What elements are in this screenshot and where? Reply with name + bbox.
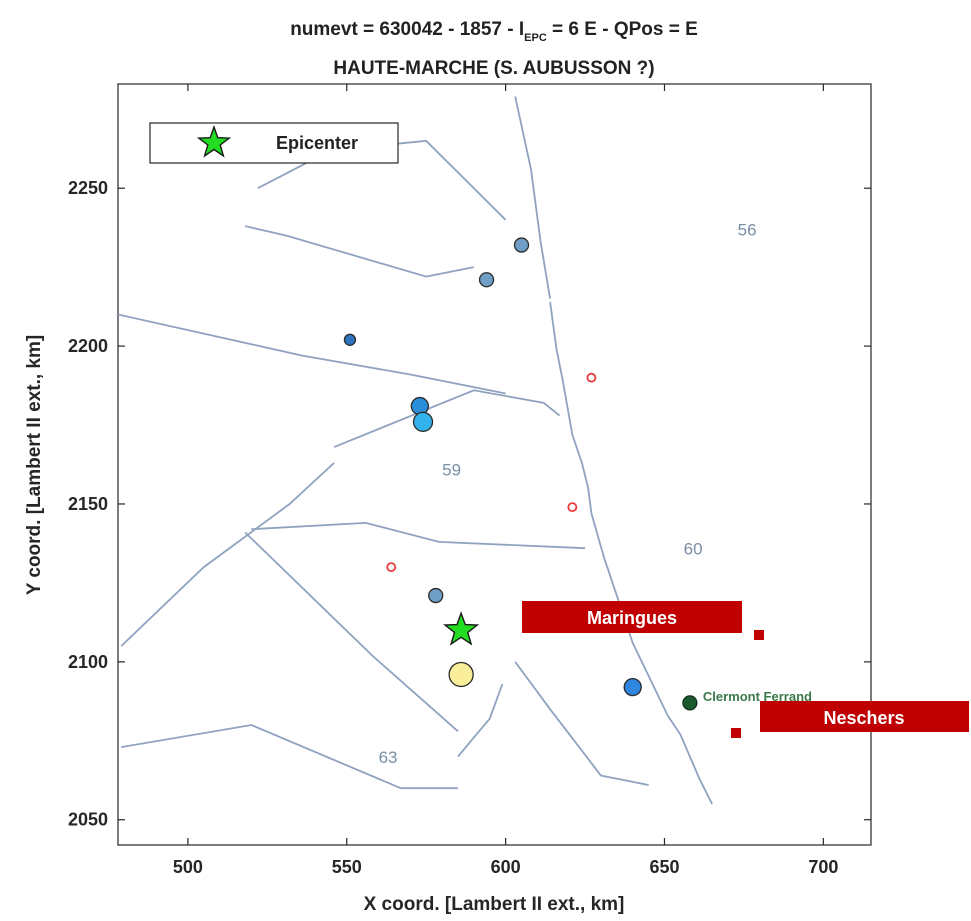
y-axis-label: Y coord. [Lambert II ext., km]: [24, 335, 45, 595]
chart-title: numevt = 630042 - 1857 - IEPC = 6 E - QP…: [290, 19, 698, 44]
boundary-line: [666, 714, 713, 805]
zone-labels: 56 59 60 63: [379, 221, 757, 767]
annotation-maringues: Maringues: [522, 601, 764, 640]
observation-markers: [343, 237, 642, 697]
x-tick-label: 550: [332, 857, 362, 877]
boundary-line: [549, 301, 574, 435]
x-tick-label: 600: [491, 857, 521, 877]
boundary-line: [571, 434, 593, 514]
unfelt-point: [567, 502, 578, 513]
boundary-line: [251, 521, 586, 550]
region-boundaries: [118, 96, 713, 805]
boundary-line: [457, 683, 504, 758]
epicenter-star-icon: [443, 611, 480, 646]
intensity-point: [623, 677, 642, 697]
city-point: [682, 695, 698, 711]
boundary-line: [244, 225, 474, 278]
chart-subtitle: HAUTE-MARCHE (S. AUBUSSON ?): [333, 58, 654, 79]
zone-label: 59: [442, 461, 461, 480]
intensity-point: [410, 396, 429, 416]
intensity-point: [428, 587, 444, 604]
y-tick-label: 2200: [68, 336, 108, 356]
intensity-point: [478, 272, 495, 288]
x-tick-label: 650: [649, 857, 679, 877]
zone-label: 60: [684, 539, 703, 558]
intensity-point: [448, 661, 474, 688]
x-tick-label: 500: [173, 857, 203, 877]
boundary-line: [121, 724, 458, 790]
y-axis-ticks: 2050 2100 2150 2200 2250: [68, 178, 871, 830]
neschers-point: [731, 728, 741, 738]
maringues-label: Maringues: [587, 608, 677, 628]
zone-label: 56: [738, 221, 757, 240]
zone-label: 63: [379, 748, 398, 767]
city-markers: Clermont Ferrand: [682, 689, 812, 711]
annotation-neschers: Neschers: [731, 701, 969, 738]
y-tick-label: 2100: [68, 652, 108, 672]
boundary-line: [118, 313, 506, 395]
maringues-box: [522, 601, 742, 633]
intensity-point: [513, 237, 530, 253]
neschers-label: Neschers: [823, 708, 904, 728]
epicenter-legend-star-icon: [196, 124, 232, 158]
x-tick-label: 700: [808, 857, 838, 877]
x-axis-label: X coord. [Lambert II ext., km]: [364, 894, 625, 915]
unfelt-point: [586, 372, 597, 383]
epicenter-marker-group: [443, 611, 480, 646]
boundary-line: [514, 96, 551, 299]
boundary-line: [333, 389, 561, 448]
x-axis-ticks: 500 550 600 650 700: [173, 84, 838, 877]
legend-label: Epicenter: [276, 133, 358, 153]
boundary-line: [590, 513, 669, 716]
unfelt-point: [386, 562, 397, 573]
boundary-line: [120, 462, 335, 647]
y-tick-label: 2050: [68, 810, 108, 830]
maringues-point: [754, 630, 764, 640]
legend: Epicenter: [149, 122, 399, 164]
unfelt-markers: [386, 372, 597, 573]
boundary-line: [514, 661, 649, 786]
y-tick-label: 2150: [68, 494, 108, 514]
neschers-box: [760, 701, 969, 732]
y-tick-label: 2250: [68, 178, 108, 198]
intensity-point: [412, 411, 434, 433]
boundary-line: [244, 531, 459, 732]
plot-area: [117, 83, 872, 846]
city-label: Clermont Ferrand: [703, 689, 812, 704]
legend-box: [149, 122, 399, 164]
intensity-point: [343, 333, 357, 346]
